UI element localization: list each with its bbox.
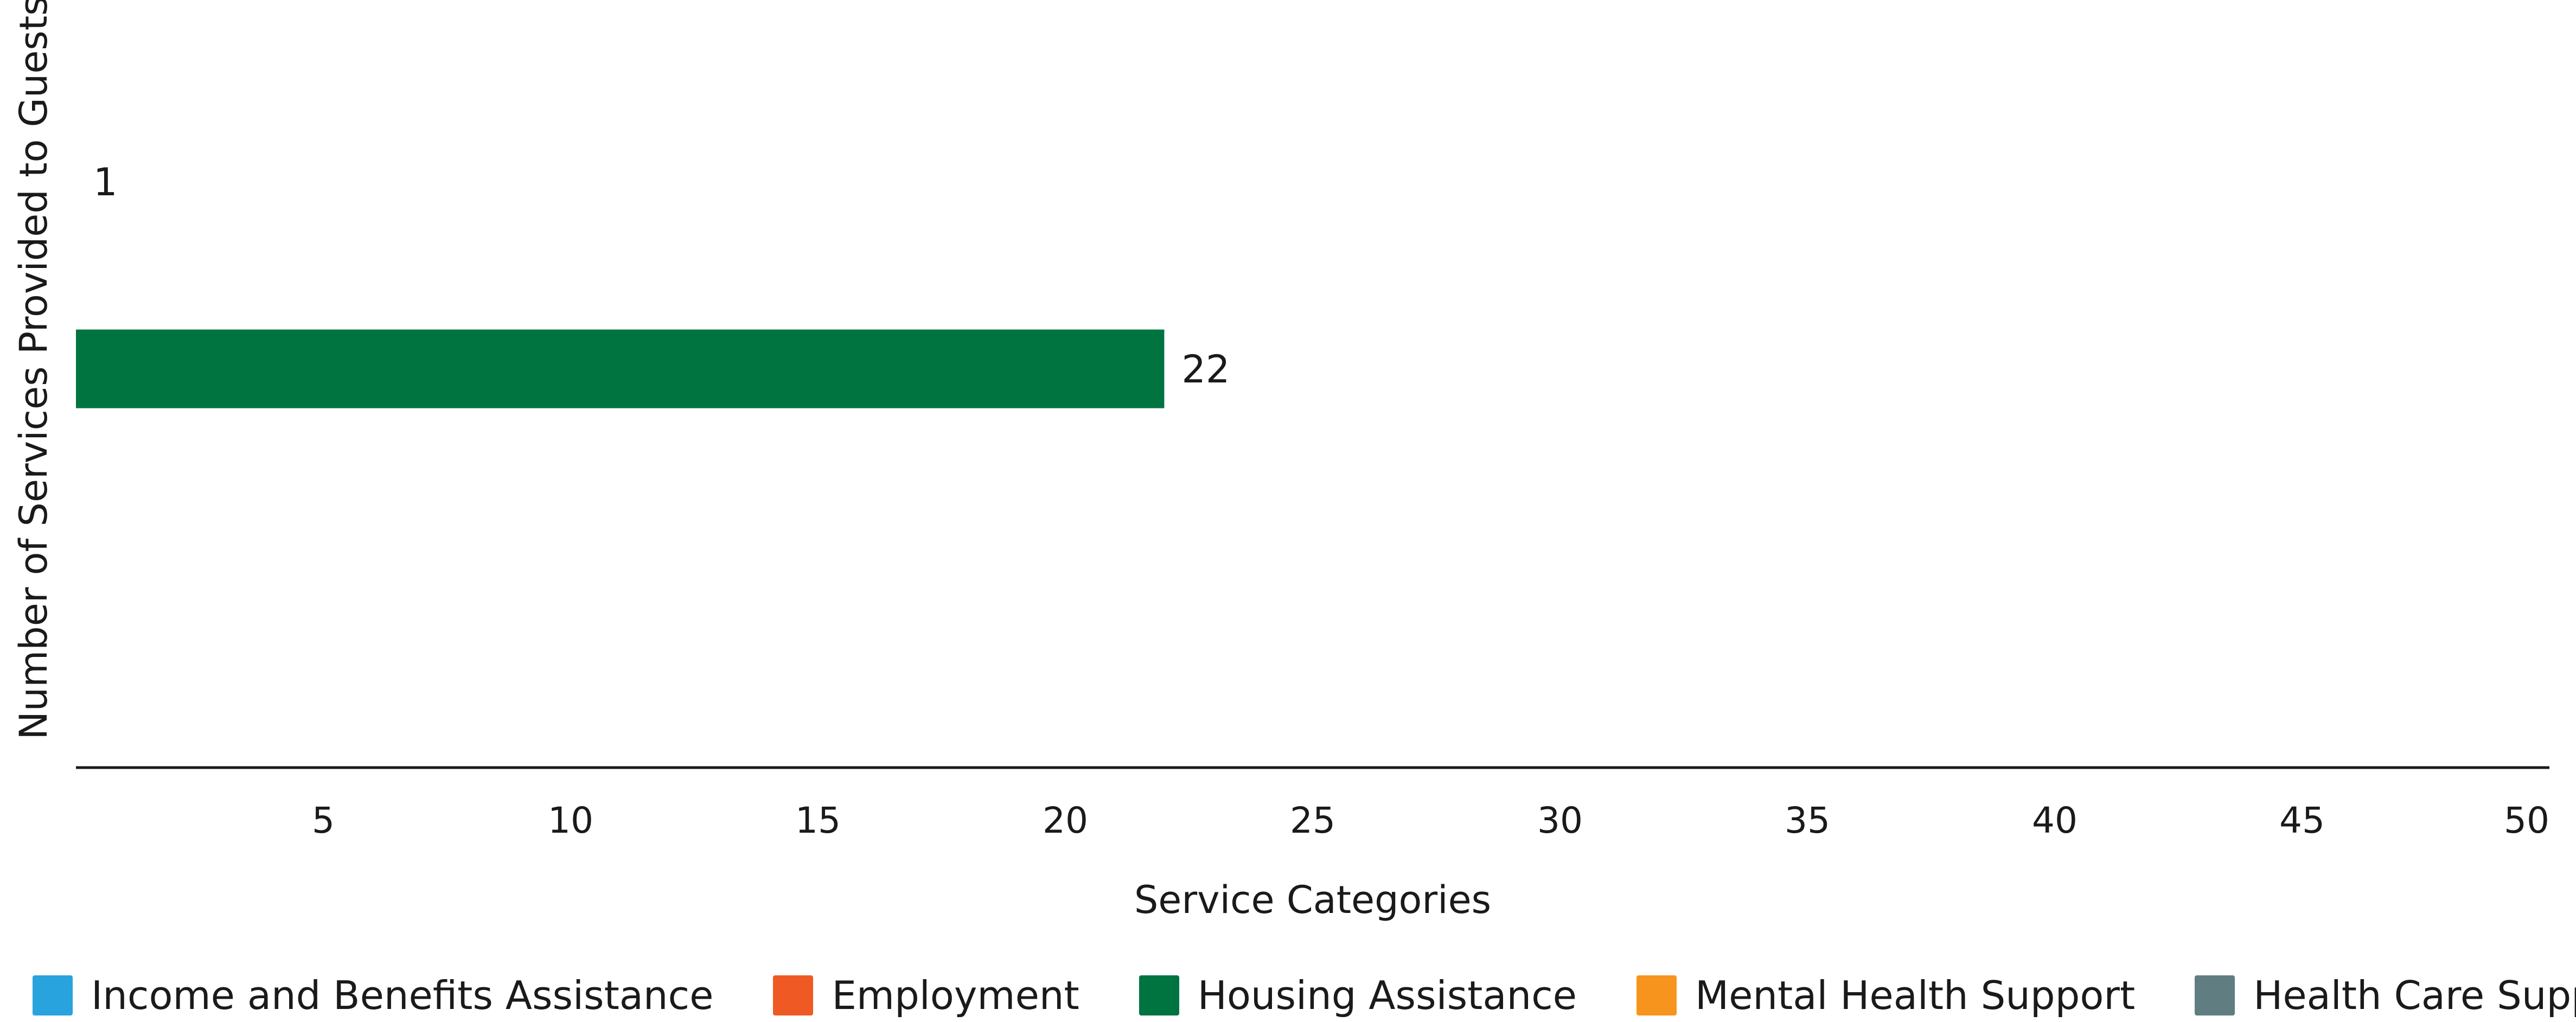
legend-label-employment: Employment — [832, 973, 1079, 1018]
legend-swatch-mental-health — [1636, 975, 1677, 1015]
legend-label-health-care: Health Care Support — [2253, 973, 2576, 1018]
legend-item-health-care[interactable]: Health Care Support — [2195, 973, 2576, 1018]
legend-swatch-housing — [1139, 975, 1179, 1015]
legend-item-mental-health[interactable]: Mental Health Support — [1636, 973, 2136, 1018]
legend-swatch-health-care — [2195, 975, 2235, 1015]
legend-item-employment[interactable]: Employment — [773, 973, 1079, 1018]
x-axis-title: Service Categories — [1134, 878, 1491, 922]
x-tick-label-10: 10 — [548, 800, 593, 841]
bar-housing-assistance[interactable] — [76, 329, 1165, 408]
x-tick-label-30: 30 — [1537, 800, 1583, 841]
data-label-housing-assistance: 22 — [1181, 347, 1230, 392]
legend-item-income[interactable]: Income and Benefits Assistance — [33, 973, 713, 1018]
x-tick-label-25: 25 — [1290, 800, 1335, 841]
legend-label-mental-health: Mental Health Support — [1695, 973, 2136, 1018]
data-label-income-and-benefits-assistance: 1 — [93, 160, 118, 205]
x-tick-label-50: 50 — [2504, 800, 2549, 841]
legend-swatch-income — [33, 975, 73, 1015]
x-tick-label-40: 40 — [2032, 800, 2078, 841]
legend-swatch-employment — [773, 975, 814, 1015]
x-tick-label-45: 45 — [2279, 800, 2325, 841]
y-axis-title: Number of Services Provided to Guests — [11, 0, 56, 740]
x-tick-label-20: 20 — [1043, 800, 1088, 841]
legend-item-housing[interactable]: Housing Assistance — [1139, 973, 1577, 1018]
x-tick-label-35: 35 — [1785, 800, 1830, 841]
x-tick-label-15: 15 — [795, 800, 841, 841]
legend: Income and Benefits Assistance Employmen… — [33, 971, 2576, 1020]
x-tick-label-5: 5 — [312, 800, 335, 841]
legend-label-income: Income and Benefits Assistance — [91, 973, 714, 1018]
legend-label-housing: Housing Assistance — [1197, 973, 1577, 1018]
